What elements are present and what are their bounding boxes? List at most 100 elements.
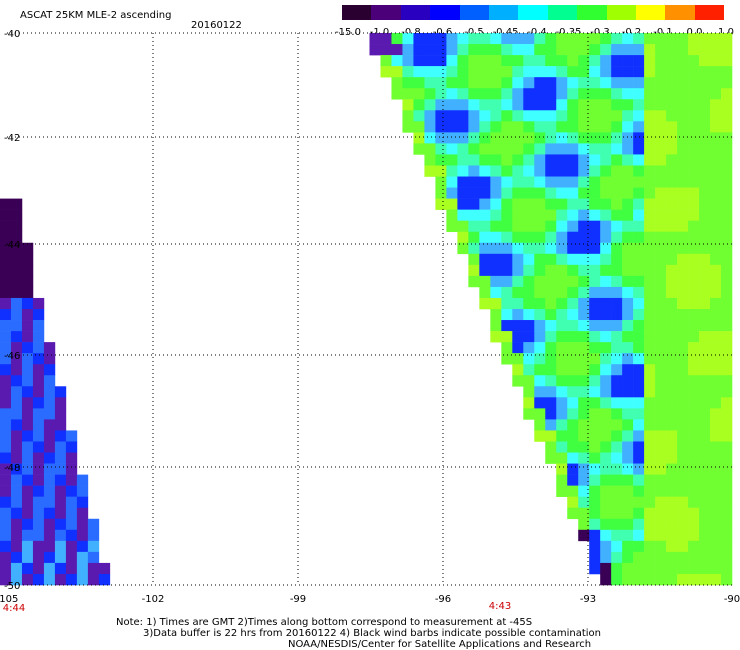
swath-cell	[644, 242, 656, 255]
swath-cell	[556, 154, 568, 166]
swath-cell	[545, 154, 557, 166]
swath-cell	[688, 99, 700, 111]
swath-cell	[589, 88, 601, 100]
swath-cell	[677, 33, 689, 45]
swath-cell	[644, 264, 656, 277]
swath-cell	[21, 562, 34, 575]
swath-cell	[87, 518, 100, 531]
swath-cell	[567, 419, 579, 431]
swath-cell	[523, 320, 535, 332]
swath-cell	[611, 143, 623, 155]
swath-cell	[523, 331, 535, 343]
swath-cell	[556, 242, 568, 255]
swath-cell	[578, 198, 590, 210]
swath-cell	[468, 165, 480, 177]
colorbar-swatch	[635, 5, 666, 20]
swath-cell	[578, 275, 590, 288]
swath-cell	[688, 540, 700, 553]
swath-cell	[43, 551, 56, 564]
swath-cell	[699, 231, 711, 244]
swath-cell	[710, 573, 722, 586]
swath-cell	[512, 286, 524, 299]
swath-cell	[688, 386, 700, 398]
swath-cell	[501, 121, 513, 133]
swath-cell	[710, 187, 722, 199]
swath-cell	[534, 176, 546, 188]
swath-cell	[721, 551, 733, 564]
swath-cell	[446, 154, 458, 166]
swath-cell	[578, 397, 590, 409]
swath-cell	[622, 44, 634, 56]
swath-cell	[666, 375, 678, 387]
axis-label: -93	[580, 594, 596, 605]
swath-cell	[512, 121, 524, 133]
swath-cell	[633, 331, 645, 343]
swath-cell	[710, 88, 722, 100]
swath-cell	[54, 430, 67, 442]
swath-cell	[589, 33, 601, 45]
swath-cell	[622, 55, 634, 67]
swath-cell	[391, 33, 403, 45]
swath-cell	[413, 99, 425, 111]
swath-cell	[589, 551, 601, 564]
swath-cell	[666, 231, 678, 244]
swath-cell	[10, 430, 23, 442]
swath-cell	[644, 518, 656, 531]
swath-cell	[644, 275, 656, 288]
swath-cell	[490, 297, 502, 310]
swath-cell	[556, 419, 568, 431]
swath-cell	[523, 275, 535, 288]
swath-cell	[699, 463, 711, 475]
swath-cell	[43, 364, 56, 376]
swath-cell	[611, 55, 623, 67]
swath-cell	[633, 430, 645, 442]
swath-cell	[655, 408, 667, 420]
swath-cell	[710, 220, 722, 233]
swath-cell	[655, 529, 667, 542]
swath-cell	[721, 66, 733, 78]
swath-cell	[611, 231, 623, 244]
swath-cell	[21, 297, 34, 310]
swath-cell	[600, 209, 612, 221]
swath-cell	[391, 66, 403, 78]
swath-cell	[600, 342, 612, 354]
swath-cell	[589, 342, 601, 354]
swath-cell	[655, 463, 667, 475]
swath-cell	[446, 143, 458, 155]
swath-cell	[534, 275, 546, 288]
swath-cell	[710, 33, 722, 45]
swath-cell	[369, 33, 381, 45]
swath-cell	[578, 452, 590, 464]
swath-cell	[677, 286, 689, 299]
swath-cell	[677, 121, 689, 133]
swath-cell	[43, 507, 56, 520]
swath-cell	[688, 397, 700, 409]
swath-cell	[501, 33, 513, 45]
swath-cell	[633, 110, 645, 122]
swath-cell	[10, 297, 23, 310]
swath-cell	[688, 408, 700, 420]
swath-cell	[567, 496, 579, 509]
axis-label: 4:43	[489, 601, 511, 612]
swath-cell	[677, 364, 689, 376]
swath-cell	[556, 110, 568, 122]
swath-cell	[710, 529, 722, 542]
swath-cell	[622, 66, 634, 78]
swath-cell	[699, 353, 711, 365]
swath-cell	[512, 342, 524, 354]
swath-cell	[644, 121, 656, 133]
swath-cell	[578, 209, 590, 221]
swath-cell	[534, 220, 546, 233]
swath-cell	[699, 507, 711, 520]
swath-cell	[644, 220, 656, 233]
swath-cell	[688, 507, 700, 520]
swath-cell	[589, 275, 601, 288]
swath-cell	[512, 77, 524, 89]
swath-cell	[611, 364, 623, 376]
swath-cell	[677, 231, 689, 244]
swath-cell	[545, 331, 557, 343]
swath-cell	[633, 242, 645, 255]
swath-cell	[0, 253, 12, 266]
swath-cell	[644, 474, 656, 486]
